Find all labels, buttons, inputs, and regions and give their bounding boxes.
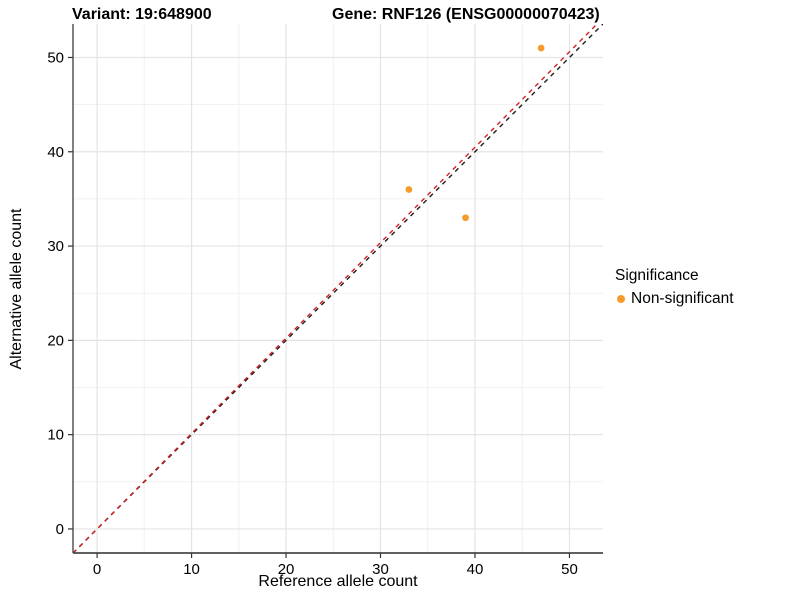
y-tick-label: 20 — [47, 332, 64, 349]
x-axis-title: Reference allele count — [258, 573, 418, 590]
legend-title: Significance — [615, 267, 699, 284]
data-point — [462, 214, 469, 222]
y-tick-label: 10 — [47, 427, 64, 444]
y-tick-label: 0 — [56, 521, 64, 538]
plot-title-gene: Gene: RNF126 (ENSG00000070423) — [332, 6, 600, 23]
identity-line — [73, 24, 603, 553]
x-tick-label: 20 — [278, 561, 295, 578]
legend-item-non-significant: Non-significant — [617, 290, 734, 308]
x-tick-label: 0 — [93, 561, 101, 578]
x-tick-label: 30 — [372, 561, 389, 578]
legend: Significance Non-significant — [615, 267, 734, 308]
legend-item-label: Non-significant — [631, 290, 734, 307]
y-tick-label: 40 — [47, 144, 64, 161]
x-tick-label: 50 — [561, 561, 578, 578]
expected-ratio-line — [73, 24, 598, 553]
y-axis-title: Alternative allele count — [8, 208, 25, 370]
data-point — [537, 44, 545, 52]
data-point — [405, 186, 413, 193]
y-tick-label: 30 — [47, 238, 64, 255]
legend-point-icon — [617, 295, 625, 303]
y-tick-label: 50 — [47, 49, 64, 66]
x-tick-label: 40 — [467, 561, 484, 578]
plot-title-variant: Variant: 19:648900 — [72, 6, 212, 23]
x-tick-label: 10 — [183, 561, 200, 578]
